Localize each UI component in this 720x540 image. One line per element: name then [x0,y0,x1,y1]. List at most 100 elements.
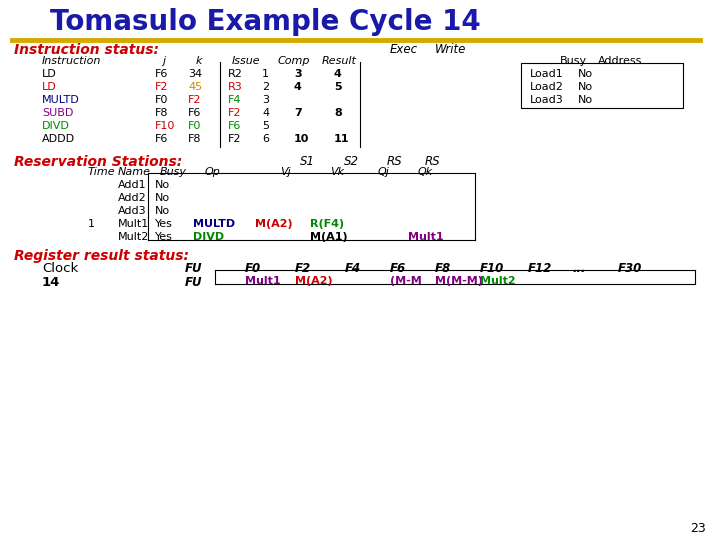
Text: R3: R3 [228,82,243,92]
Text: F2: F2 [295,262,311,275]
Text: 5: 5 [262,121,269,131]
Text: F8: F8 [155,108,168,118]
Text: F6: F6 [390,262,406,275]
Text: Busy: Busy [560,56,587,66]
Text: Instruction: Instruction [42,56,102,66]
Text: 3: 3 [262,95,269,105]
Text: SUBD: SUBD [42,108,73,118]
Text: Vk: Vk [330,167,344,177]
Text: 6: 6 [262,134,269,144]
Text: F0: F0 [155,95,168,105]
Text: Tomasulo Example Cycle 14: Tomasulo Example Cycle 14 [50,8,481,36]
Text: Mult2: Mult2 [118,232,149,242]
Text: Name: Name [118,167,151,177]
Text: 11: 11 [334,134,349,144]
Text: F10: F10 [480,262,504,275]
Text: j: j [162,56,165,66]
Text: Load3: Load3 [530,95,564,105]
Text: 4: 4 [294,82,302,92]
Text: F6: F6 [188,108,202,118]
Text: 4: 4 [262,108,269,118]
Text: LD: LD [42,82,57,92]
Text: F4: F4 [228,95,241,105]
Text: M(A1): M(A1) [310,232,348,242]
Text: No: No [155,180,170,190]
Text: 23: 23 [690,522,706,535]
Text: Mult1: Mult1 [245,276,281,286]
Text: LD: LD [42,69,57,79]
Text: F2: F2 [228,134,241,144]
Text: No: No [578,69,593,79]
Text: F30: F30 [618,262,642,275]
Text: No: No [155,206,170,216]
Text: F6: F6 [228,121,241,131]
Text: DIVD: DIVD [193,232,224,242]
Text: 2: 2 [262,82,269,92]
Text: Yes: Yes [155,219,173,229]
Text: Register result status:: Register result status: [14,249,189,263]
Text: 10: 10 [294,134,310,144]
Text: k: k [196,56,202,66]
Text: ...: ... [572,262,585,275]
Text: S1: S1 [300,155,315,168]
Text: Mult2: Mult2 [480,276,516,286]
Text: 1: 1 [88,219,95,229]
Text: Write: Write [435,43,467,56]
Text: 3: 3 [294,69,302,79]
Text: F6: F6 [155,69,168,79]
Text: F0: F0 [245,262,261,275]
Text: F4: F4 [345,262,361,275]
Text: RS: RS [425,155,441,168]
Text: Instruction status:: Instruction status: [14,43,159,57]
Text: Add3: Add3 [118,206,147,216]
Text: Yes: Yes [155,232,173,242]
Text: (M-M: (M-M [390,276,422,286]
Text: Mult1: Mult1 [408,232,444,242]
Text: Vj: Vj [280,167,291,177]
Text: 4: 4 [334,69,342,79]
Text: Load1: Load1 [530,69,564,79]
Text: Add2: Add2 [118,193,147,203]
Text: F2: F2 [188,95,202,105]
Text: M(A2): M(A2) [295,276,333,286]
Text: F12: F12 [528,262,552,275]
Text: 34: 34 [188,69,202,79]
Text: Reservation Stations:: Reservation Stations: [14,155,182,169]
Text: 1: 1 [262,69,269,79]
Text: No: No [578,82,593,92]
Text: MULTD: MULTD [193,219,235,229]
Text: Busy: Busy [160,167,187,177]
Text: R2: R2 [228,69,243,79]
Text: Load2: Load2 [530,82,564,92]
Text: F2: F2 [155,82,168,92]
Text: 7: 7 [294,108,302,118]
Text: Qk: Qk [418,167,433,177]
Text: No: No [578,95,593,105]
Text: Comp: Comp [278,56,310,66]
Text: R(F4): R(F4) [310,219,344,229]
Text: Mult1: Mult1 [118,219,149,229]
Text: FU: FU [185,276,202,289]
Text: FU: FU [185,262,202,275]
Text: 8: 8 [334,108,342,118]
Text: Add1: Add1 [118,180,147,190]
Text: M(A2): M(A2) [255,219,292,229]
Text: S2: S2 [344,155,359,168]
Text: Clock: Clock [42,262,78,275]
Bar [521,63,683,108]
Text: F8: F8 [435,262,451,275]
Text: Issue: Issue [232,56,261,66]
Text: F6: F6 [155,134,168,144]
Text: M(M-M): M(M-M) [435,276,483,286]
Text: RS: RS [387,155,402,168]
Text: ADDD: ADDD [42,134,75,144]
Text: F10: F10 [155,121,176,131]
Text: Qj: Qj [378,167,390,177]
Text: Result: Result [322,56,357,66]
Text: Op: Op [205,167,221,177]
Text: F8: F8 [188,134,202,144]
Text: F0: F0 [188,121,202,131]
Text: 5: 5 [334,82,341,92]
Text: DIVD: DIVD [42,121,70,131]
Text: F2: F2 [228,108,241,118]
